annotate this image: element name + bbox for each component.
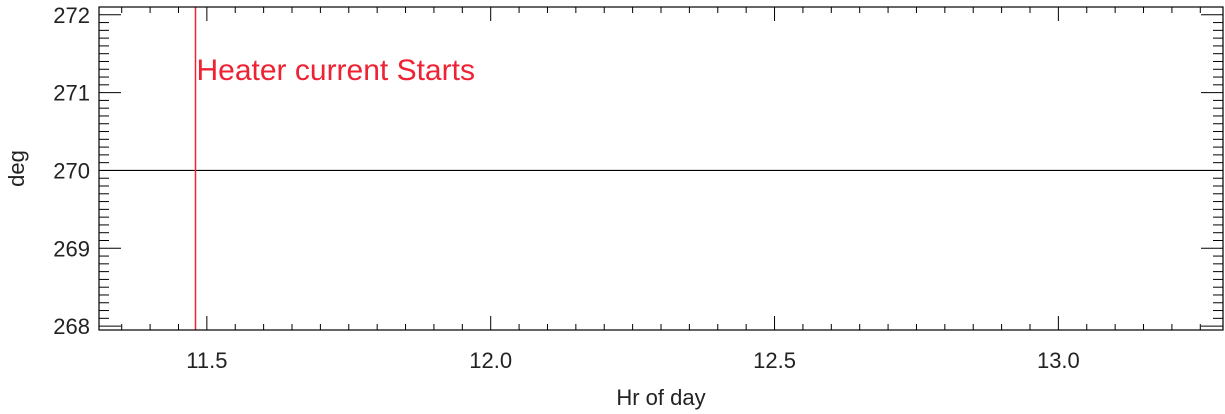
x-tick-label: 13.0 xyxy=(1037,348,1080,373)
heater-start-label: Heater current Starts xyxy=(197,54,475,87)
x-tick-label: 12.5 xyxy=(753,348,796,373)
y-tick-label: 268 xyxy=(53,314,90,339)
x-axis-title: Hr of day xyxy=(616,385,705,410)
y-tick-label: 269 xyxy=(53,236,90,261)
x-tick-label: 12.0 xyxy=(469,348,512,373)
x-tick-label: 11.5 xyxy=(186,348,227,373)
annotation-layer: Heater current Starts xyxy=(194,7,475,330)
plot-frame xyxy=(98,6,1224,331)
y-tick-label: 272 xyxy=(53,3,90,28)
labels-layer: 11.5 12.0 12.5 13.0 268 269 270 271 272 xyxy=(53,3,1080,373)
y-axis-title: deg xyxy=(4,150,29,187)
y-tick-label: 270 xyxy=(53,158,90,183)
y-tick-label: 271 xyxy=(53,81,90,106)
